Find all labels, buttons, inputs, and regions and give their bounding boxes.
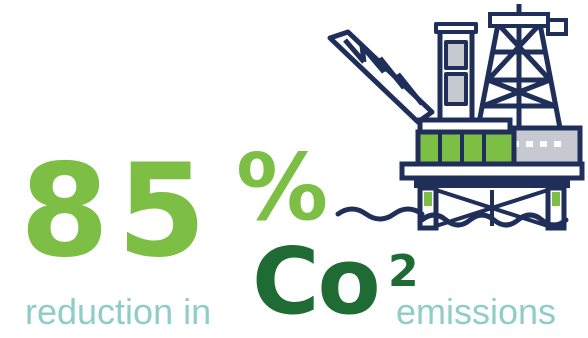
co2-superscript: 2 xyxy=(388,246,419,297)
reduction-caption: reduction in xyxy=(25,291,212,332)
co2-label: Co xyxy=(252,228,381,335)
offshore-oil-rig-icon xyxy=(327,4,585,231)
percent-sign: % xyxy=(236,134,329,241)
emissions-caption: emissions xyxy=(396,291,557,332)
stat-number: 85 xyxy=(20,137,215,286)
